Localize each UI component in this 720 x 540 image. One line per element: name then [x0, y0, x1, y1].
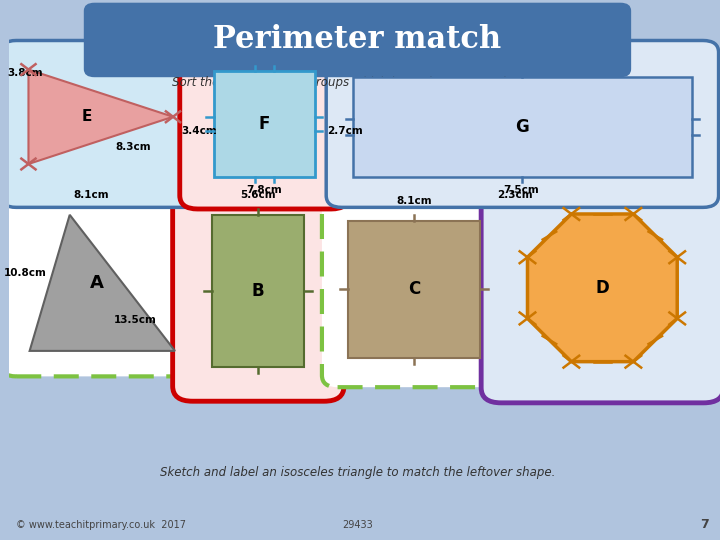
Text: 3.4cm: 3.4cm: [181, 126, 217, 136]
Text: B: B: [252, 282, 265, 300]
Text: 8.1cm: 8.1cm: [397, 196, 432, 206]
FancyBboxPatch shape: [322, 188, 506, 387]
FancyBboxPatch shape: [326, 40, 719, 207]
Text: 2.7cm: 2.7cm: [327, 126, 363, 136]
Text: F: F: [258, 115, 270, 133]
Text: Sort these shapes into groups which have the same perimeter.: Sort these shapes into groups which have…: [171, 76, 544, 89]
Text: 7.8cm: 7.8cm: [246, 185, 282, 195]
FancyBboxPatch shape: [180, 39, 349, 209]
Text: 7.5cm: 7.5cm: [503, 185, 539, 195]
Text: 3.8cm: 3.8cm: [7, 68, 42, 78]
Text: 29433: 29433: [342, 520, 373, 530]
Polygon shape: [528, 214, 678, 362]
Text: 10.8cm: 10.8cm: [4, 268, 46, 278]
Bar: [353, 77, 692, 177]
FancyBboxPatch shape: [1, 183, 199, 376]
Text: 8.3cm: 8.3cm: [116, 142, 151, 152]
FancyBboxPatch shape: [1, 40, 206, 207]
Text: C: C: [408, 280, 420, 298]
Text: 8.1cm: 8.1cm: [73, 191, 109, 200]
Text: E: E: [82, 109, 92, 124]
Text: 5.6cm: 5.6cm: [240, 191, 276, 200]
Polygon shape: [29, 70, 173, 164]
Text: D: D: [595, 279, 609, 297]
Text: 2.3cm: 2.3cm: [498, 191, 533, 200]
Text: 7: 7: [701, 518, 709, 531]
Bar: [212, 215, 305, 367]
Polygon shape: [30, 215, 175, 351]
Text: 13.5cm: 13.5cm: [114, 315, 157, 325]
Bar: [214, 71, 315, 177]
Text: Perimeter match: Perimeter match: [213, 24, 502, 55]
Text: A: A: [89, 274, 104, 292]
FancyBboxPatch shape: [173, 177, 344, 401]
Bar: [348, 221, 480, 357]
FancyBboxPatch shape: [84, 3, 631, 77]
Text: Sketch and label an isosceles triangle to match the leftover shape.: Sketch and label an isosceles triangle t…: [160, 466, 555, 479]
Text: G: G: [516, 118, 529, 136]
FancyBboxPatch shape: [481, 173, 720, 403]
Text: © www.teachitprimary.co.uk  2017: © www.teachitprimary.co.uk 2017: [17, 520, 186, 530]
